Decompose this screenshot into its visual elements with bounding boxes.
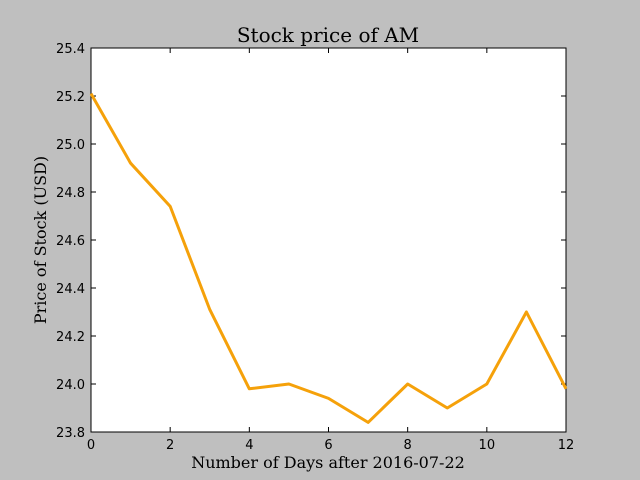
y-tick-label: 25.2: [56, 90, 85, 105]
series-line: [89, 92, 568, 424]
chart-title: Stock price of AM: [237, 23, 419, 47]
y-tick-label: 24.0: [56, 378, 85, 393]
x-tick-label: 4: [245, 438, 253, 453]
y-axis-label: Price of Stock (USD): [31, 156, 50, 324]
y-tick-label: 25.4: [56, 42, 85, 57]
y-tick-label: 24.2: [56, 330, 85, 345]
y-tick-label: 24.6: [56, 234, 85, 249]
y-tick-label: 25.0: [56, 138, 85, 153]
y-tick-label: 24.8: [56, 186, 85, 201]
y-tick-label: 24.4: [56, 282, 85, 297]
x-axis-label: Number of Days after 2016-07-22: [191, 453, 465, 472]
plot-area: [90, 47, 567, 433]
x-tick-label: 10: [479, 438, 496, 453]
x-tick-label: 6: [324, 438, 332, 453]
y-tick-label: 23.8: [56, 426, 85, 441]
x-tick-label: 2: [166, 438, 174, 453]
x-tick-label: 12: [558, 438, 575, 453]
x-tick-label: 0: [87, 438, 95, 453]
x-tick-label: 8: [404, 438, 412, 453]
